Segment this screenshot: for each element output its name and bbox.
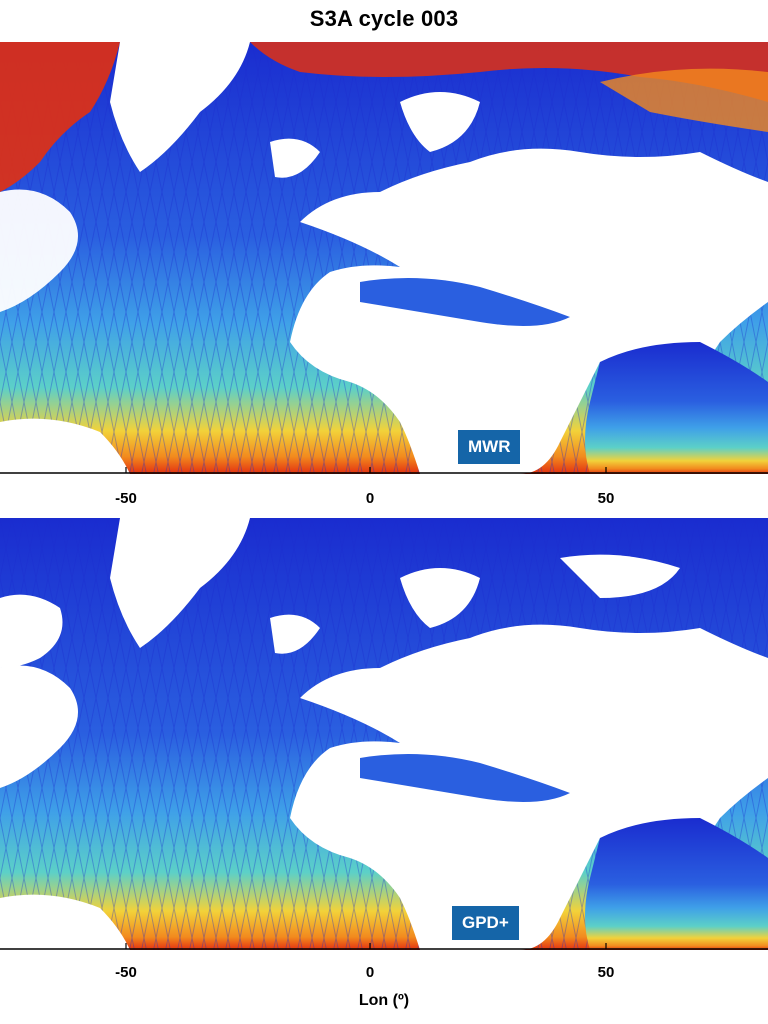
- hot-region-north: [250, 42, 768, 102]
- indian-ocean: [585, 818, 768, 950]
- greenland-land: [110, 42, 250, 172]
- scandinavia: [400, 568, 480, 628]
- british-isles: [270, 614, 320, 654]
- map-mwr: [0, 42, 768, 474]
- south-america-land: [0, 894, 130, 950]
- south-america-land: [0, 418, 130, 474]
- north-america-land: [0, 665, 78, 788]
- greenland-land: [110, 518, 250, 648]
- x-axis-label: Lon (º): [358, 992, 410, 1009]
- north-america-island: [0, 594, 63, 668]
- warm-region-ne: [600, 68, 768, 132]
- mediterranean-sea: [360, 754, 570, 802]
- panel-badge-gpd: GPD+: [452, 906, 519, 940]
- british-isles: [270, 138, 320, 178]
- x-tick-label: -50: [115, 964, 137, 981]
- figure-title: S3A cycle 003: [309, 6, 459, 31]
- map-panel-mwr: MWR: [0, 42, 768, 474]
- x-tick-label: 0: [365, 964, 375, 981]
- x-tick-label: -50: [115, 490, 137, 507]
- map-gpd: [0, 518, 768, 950]
- hot-region-nw: [0, 42, 120, 192]
- x-tick-label: 50: [597, 490, 615, 507]
- scandinavia: [400, 92, 480, 152]
- indian-ocean: [585, 342, 768, 474]
- map-panel-gpd: GPD+: [0, 518, 768, 950]
- x-tick-label: 0: [365, 490, 375, 507]
- panel-badge-mwr: MWR: [458, 430, 521, 464]
- x-tick-label: 50: [597, 964, 615, 981]
- north-america-land: [0, 189, 78, 312]
- mediterranean-sea: [360, 278, 570, 326]
- arctic-islands: [560, 554, 680, 598]
